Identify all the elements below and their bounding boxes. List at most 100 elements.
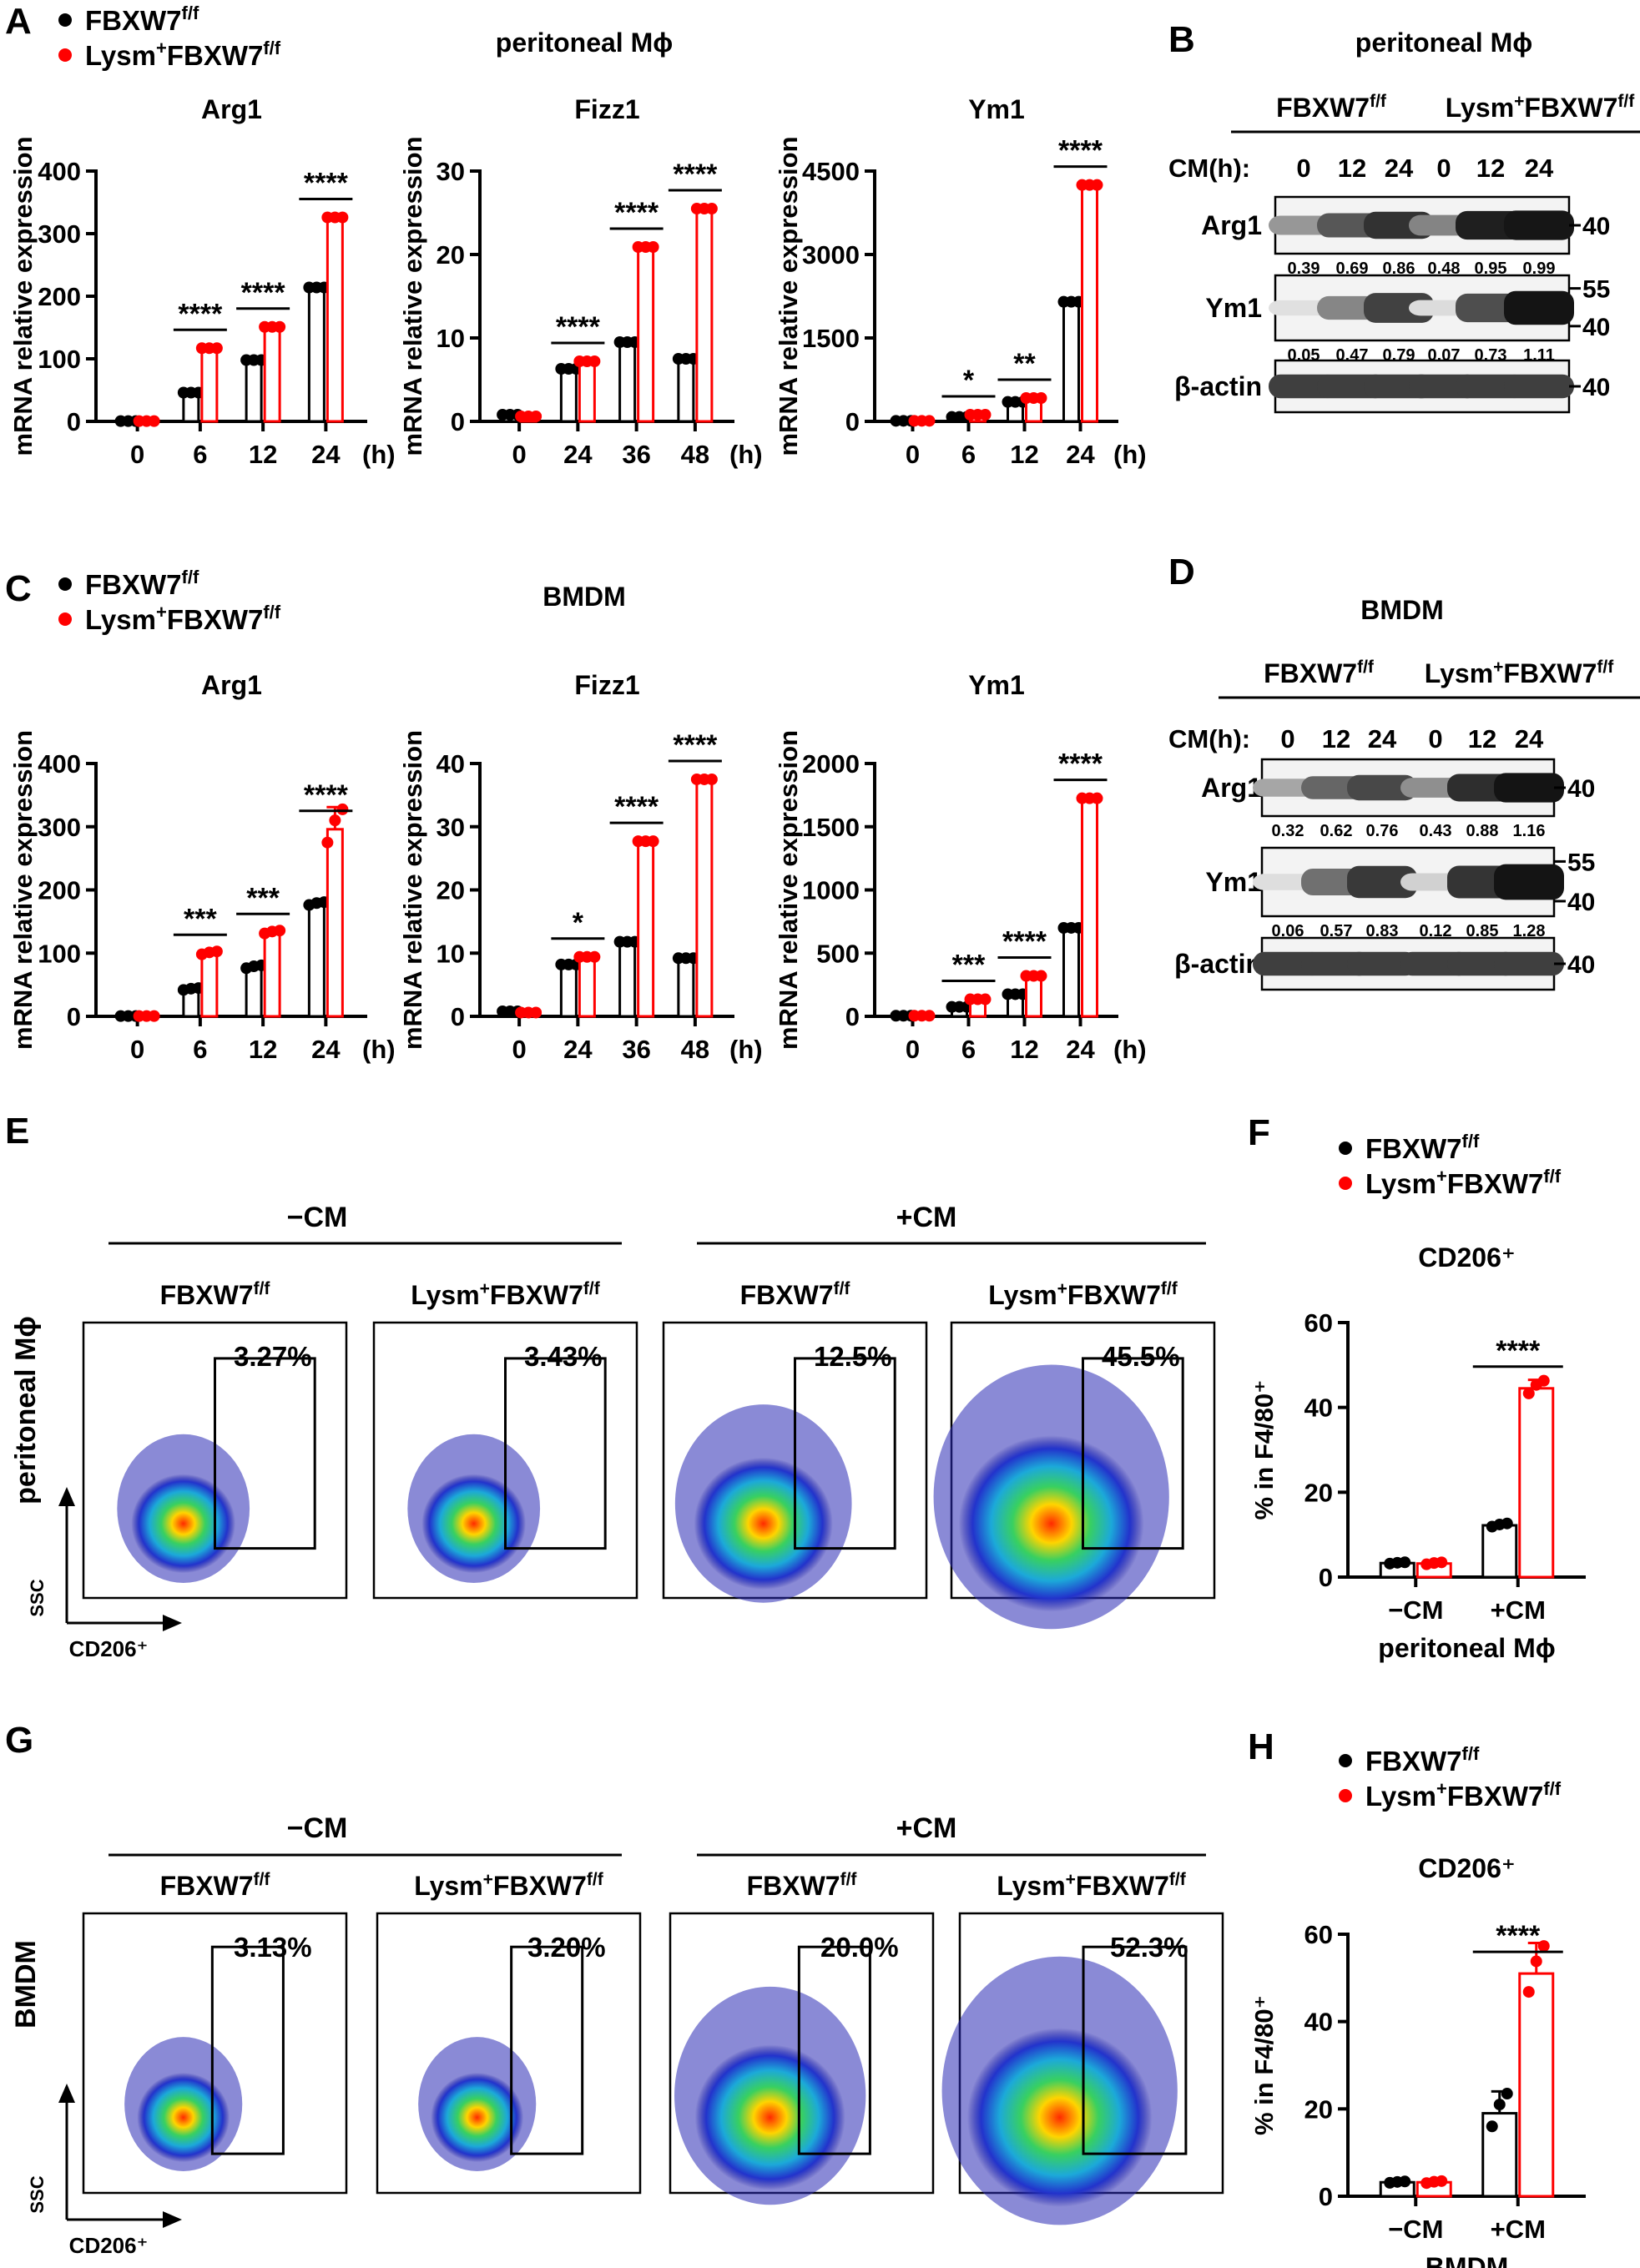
- label-part: FBXW7: [1447, 1781, 1544, 1812]
- label-part: Lysm: [1446, 93, 1514, 123]
- flow-density-core: [694, 1457, 833, 1590]
- bar: [618, 940, 637, 1018]
- blot-band: [1494, 773, 1564, 803]
- bar: [263, 930, 281, 1018]
- flow-group-label: Lysm+FBXW7f/f: [988, 1279, 1178, 1310]
- blot-quant-value: 0.39: [1288, 260, 1320, 278]
- chart-title: Arg1: [201, 94, 262, 124]
- data-point: [336, 803, 349, 815]
- data-point: [210, 945, 223, 958]
- label-part: FBXW7: [167, 604, 264, 635]
- data-point: [530, 411, 542, 422]
- legend-label-ctrl: FBXW7f/f: [85, 3, 199, 36]
- blot-quant-value: 0.85: [1466, 922, 1499, 940]
- blot-lane-label: 0: [1436, 154, 1451, 183]
- x-tick-label: 12: [1010, 440, 1038, 469]
- data-point: [705, 203, 718, 214]
- superscript: +: [1493, 658, 1503, 677]
- bar: [307, 902, 325, 1018]
- superscript: f/f: [263, 602, 280, 622]
- legend-marker-ctrl: [58, 577, 72, 591]
- significance-stars: ****: [304, 168, 349, 199]
- blot-group-ctrl: FBXW7f/f: [1264, 658, 1375, 688]
- blot-row-label: Arg1: [1201, 773, 1262, 803]
- data-point: [979, 409, 992, 421]
- superscript: f/f: [587, 1870, 604, 1889]
- y-tick-label: 60: [1304, 1308, 1333, 1338]
- mw-marker: 40: [1567, 775, 1595, 803]
- x-unit-label: (h): [362, 440, 396, 469]
- y-axis-label: % in F4/80⁺: [1249, 1995, 1279, 2135]
- superscript: f/f: [254, 1279, 271, 1298]
- bar: [1081, 797, 1098, 1018]
- legend-label-ctrl: FBXW7f/f: [1365, 1743, 1480, 1777]
- flow-gate-percent: 3.27%: [234, 1341, 312, 1372]
- arrow-head: [58, 2084, 75, 2103]
- data-point: [1522, 1986, 1535, 1998]
- data-point: [329, 814, 341, 827]
- flow-plot-E-3: 12.5% FBXW7f/f: [662, 1279, 928, 1603]
- x-tick-label: 24: [1066, 1035, 1095, 1064]
- bar: [325, 216, 344, 423]
- flow-group-label: Lysm+FBXW7f/f: [414, 1870, 603, 1901]
- significance-stars: ****: [178, 298, 223, 330]
- label-part: FBXW7: [85, 569, 182, 600]
- blot-lane-label: 0: [1428, 724, 1442, 753]
- bar: [677, 956, 695, 1018]
- x-tick-label: 24: [563, 1035, 593, 1064]
- superscript: f/f: [1543, 1166, 1561, 1187]
- bar: [325, 828, 344, 1018]
- mw-marker: 55: [1582, 276, 1610, 304]
- y-tick-label: 10: [436, 324, 465, 353]
- panel-title-A: peritoneal Mϕ: [496, 28, 673, 58]
- legend-marker-ctrl: [1339, 1142, 1352, 1155]
- condition-plus-cm: +CM: [896, 1202, 957, 1233]
- label-part: FBXW7: [85, 5, 182, 36]
- blot-lane-label: 0: [1280, 724, 1294, 753]
- label-part: FBXW7: [1264, 658, 1357, 688]
- condition-plus-cm: +CM: [896, 1812, 957, 1844]
- data-point: [1537, 1374, 1550, 1387]
- data-point: [274, 925, 286, 937]
- y-tick-label: 0: [451, 407, 465, 436]
- blot-band: [1347, 774, 1417, 801]
- superscript: f/f: [1357, 658, 1375, 677]
- bar: [1025, 975, 1042, 1018]
- blot-band: [1504, 210, 1574, 240]
- chart-title: CD206⁺: [1418, 1853, 1516, 1883]
- label-part: Lysm: [1425, 658, 1493, 688]
- label-part: FBXW7: [1076, 1871, 1169, 1901]
- x-unit-label: (h): [729, 1035, 763, 1064]
- blot-quant-value: 0.43: [1420, 822, 1452, 840]
- flow-gate-percent: 45.5%: [1102, 1341, 1180, 1372]
- chart-title: Fizz1: [574, 94, 639, 124]
- superscript: f/f: [182, 567, 199, 587]
- label-part: FBXW7: [167, 40, 264, 71]
- superscript: f/f: [263, 38, 280, 58]
- blot-lane-label: 12: [1476, 154, 1505, 183]
- blot-band: [1347, 865, 1417, 899]
- data-point: [274, 320, 286, 333]
- significance-stars: ****: [673, 729, 718, 761]
- superscript: +: [1066, 1870, 1076, 1889]
- mw-marker: 40: [1567, 889, 1595, 916]
- chart-F: CD206⁺ % in F4/80⁺ 0 20 40 60 −CM +CM **** perito…: [1249, 1242, 1586, 1663]
- x-tick-label: 6: [961, 1035, 976, 1064]
- blot-lane-label: 0: [1296, 154, 1310, 183]
- label-part: FBXW7: [747, 1871, 840, 1901]
- data-point: [1399, 2175, 1411, 2188]
- blot-quant-value: 0.06: [1272, 922, 1304, 940]
- label-part: FBXW7: [160, 1871, 254, 1901]
- label-part: Lysm: [414, 1871, 482, 1901]
- data-point: [588, 950, 601, 963]
- bar: [637, 245, 655, 423]
- flow-density-core: [137, 2072, 230, 2163]
- y-tick-label: 4500: [802, 157, 860, 186]
- y-tick-label: 100: [38, 939, 81, 968]
- blot-row-label: Arg1: [1201, 210, 1262, 240]
- flow-group-label: FBXW7f/f: [160, 1279, 271, 1310]
- x-axis-label: peritoneal Mϕ: [1378, 1633, 1555, 1663]
- label-part: Lysm: [997, 1871, 1065, 1901]
- superscript: f/f: [834, 1279, 851, 1298]
